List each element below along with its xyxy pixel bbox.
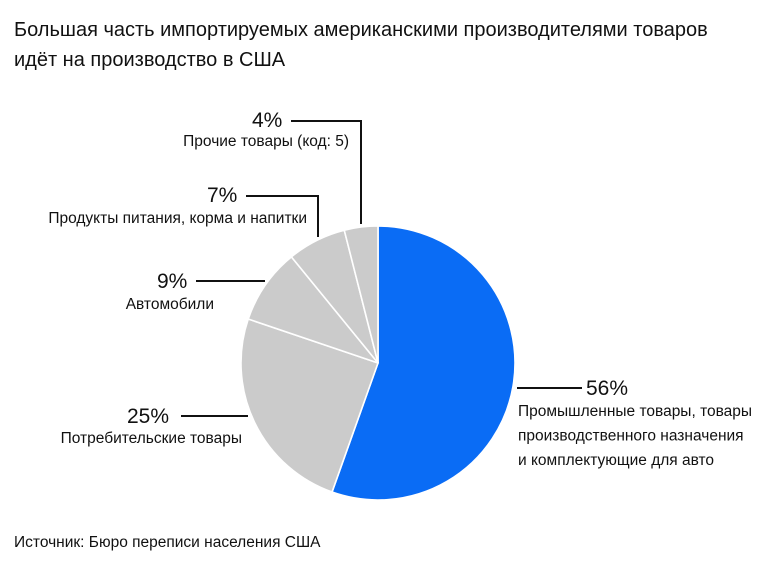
slice-value-label: 9% — [157, 270, 187, 293]
slice-category-label: производственного назначения — [518, 428, 744, 445]
chart-title-line-1: Большая часть импортируемых американским… — [14, 19, 708, 41]
pie-slice — [331, 225, 516, 501]
slice-value-label: 4% — [252, 109, 282, 132]
slice-category-label: Потребительские товары — [61, 430, 242, 447]
slice-value-label: 7% — [207, 184, 237, 207]
chart-title-line-2: идёт на производство в США — [14, 49, 286, 71]
slice-value-label: 25% — [127, 405, 169, 428]
slice-labels: 56% Промышленные товары, товары производст… — [48, 109, 752, 469]
leader-line — [246, 195, 319, 237]
leader-lines — [181, 120, 582, 417]
pie-slice — [343, 225, 379, 364]
slice-category-label: Промышленные товары, товары — [518, 403, 752, 420]
slice-category-label: Прочие товары (код: 5) — [183, 133, 349, 150]
slice-value-label: 56% — [586, 377, 628, 400]
pie-slices — [240, 225, 516, 501]
source-note: Источник: Бюро переписи населения США — [14, 534, 321, 551]
slice-category-label: и комплектующие для авто — [518, 452, 714, 469]
leader-line — [291, 120, 362, 224]
slice-category-label: Продукты питания, корма и напитки — [48, 210, 307, 227]
pie-slice — [240, 318, 379, 493]
slice-category-label: Автомобили — [126, 296, 214, 313]
